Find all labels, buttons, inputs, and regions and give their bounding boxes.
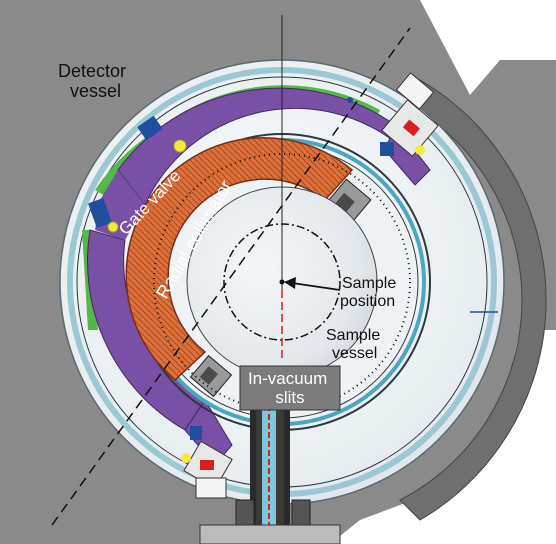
sample-position-arrow xyxy=(279,277,341,291)
sample-position-label: Sample position xyxy=(340,275,401,310)
sample-vessel-label: Sample vessel xyxy=(326,327,385,362)
outer-housing-arc xyxy=(399,79,547,521)
in-vacuum-slits-label: In-vacuum slits xyxy=(248,369,332,407)
valve-indicator-icon xyxy=(107,221,119,233)
valve-indicator-icon xyxy=(173,139,187,153)
radial-collimator xyxy=(125,136,354,382)
in-vacuum-slits-box xyxy=(239,365,341,411)
gate-valve-parts xyxy=(88,97,394,440)
valve-actuator-upper xyxy=(381,72,439,157)
detector-vessel-label: Detector vessel xyxy=(58,61,131,101)
valve-actuator-lower xyxy=(181,440,233,499)
beam-tube xyxy=(199,400,341,544)
